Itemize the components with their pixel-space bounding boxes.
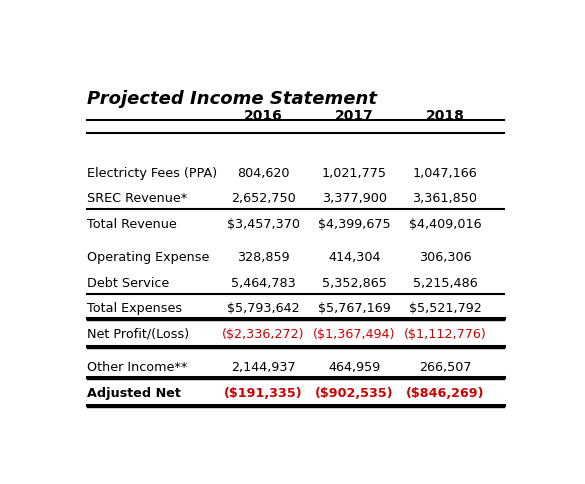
Text: Adjusted Net: Adjusted Net xyxy=(87,386,181,399)
Text: $3,457,370: $3,457,370 xyxy=(227,217,300,230)
Text: 266,507: 266,507 xyxy=(419,361,471,374)
Text: Electricty Fees (PPA): Electricty Fees (PPA) xyxy=(87,167,217,180)
Text: 2016: 2016 xyxy=(244,108,283,122)
Text: 2,652,750: 2,652,750 xyxy=(231,192,296,205)
Text: Total Expenses: Total Expenses xyxy=(87,302,182,315)
Text: Projected Income Statement: Projected Income Statement xyxy=(87,90,377,108)
Text: ($1,367,494): ($1,367,494) xyxy=(313,327,395,340)
Text: 328,859: 328,859 xyxy=(238,251,290,264)
Text: $4,409,016: $4,409,016 xyxy=(408,217,481,230)
Text: 3,377,900: 3,377,900 xyxy=(322,192,387,205)
Text: 464,959: 464,959 xyxy=(328,361,380,374)
Text: ($1,112,776): ($1,112,776) xyxy=(404,327,486,340)
Text: 3,361,850: 3,361,850 xyxy=(412,192,477,205)
Text: $5,793,642: $5,793,642 xyxy=(227,302,300,315)
Text: 5,215,486: 5,215,486 xyxy=(412,276,477,289)
Text: Other Income**: Other Income** xyxy=(87,361,187,374)
Text: 1,021,775: 1,021,775 xyxy=(322,167,387,180)
Text: Debt Service: Debt Service xyxy=(87,276,169,289)
Text: ($2,336,272): ($2,336,272) xyxy=(222,327,305,340)
Text: 414,304: 414,304 xyxy=(328,251,380,264)
Text: Operating Expense: Operating Expense xyxy=(87,251,209,264)
Text: ($191,335): ($191,335) xyxy=(224,386,303,399)
Text: 1,047,166: 1,047,166 xyxy=(412,167,477,180)
Text: Net Profit/(Loss): Net Profit/(Loss) xyxy=(87,327,189,340)
Text: 2017: 2017 xyxy=(335,108,374,122)
Text: 5,464,783: 5,464,783 xyxy=(231,276,296,289)
Text: 306,306: 306,306 xyxy=(419,251,471,264)
Text: $5,767,169: $5,767,169 xyxy=(318,302,391,315)
Text: 804,620: 804,620 xyxy=(238,167,290,180)
Text: ($902,535): ($902,535) xyxy=(315,386,394,399)
Text: $5,521,792: $5,521,792 xyxy=(408,302,481,315)
Text: ($846,269): ($846,269) xyxy=(405,386,484,399)
Text: Total Revenue: Total Revenue xyxy=(87,217,177,230)
Text: SREC Revenue*: SREC Revenue* xyxy=(87,192,187,205)
Text: $4,399,675: $4,399,675 xyxy=(318,217,391,230)
Text: 2018: 2018 xyxy=(425,108,464,122)
Text: 2,144,937: 2,144,937 xyxy=(231,361,296,374)
Text: 5,352,865: 5,352,865 xyxy=(322,276,387,289)
